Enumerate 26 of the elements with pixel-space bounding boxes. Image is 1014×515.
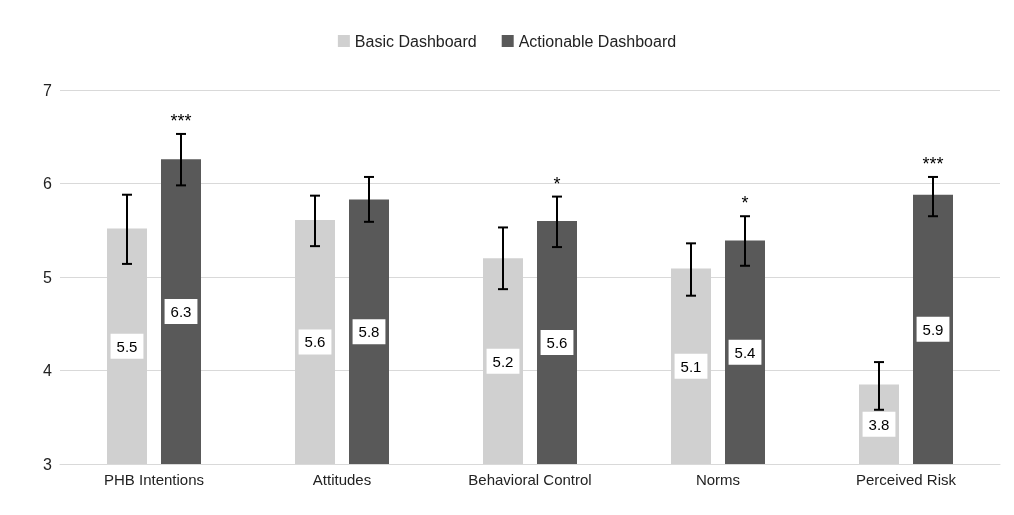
data-label: 5.5 bbox=[116, 337, 138, 355]
y-tick-label: 3 bbox=[43, 455, 53, 473]
data-label: 5.4 bbox=[734, 343, 756, 361]
y-tick-label: 5 bbox=[43, 268, 53, 286]
x-tick-label: PHB Intentions bbox=[103, 471, 205, 488]
data-label: 5.9 bbox=[922, 320, 944, 338]
annotation: * bbox=[553, 173, 561, 194]
data-label: 5.2 bbox=[492, 352, 514, 370]
data-label: 5.6 bbox=[304, 333, 326, 351]
legend-label: Actionable Dashboard bbox=[518, 32, 677, 50]
annotation: *** bbox=[170, 110, 192, 131]
x-tick-label: Behavioral Control bbox=[468, 471, 592, 488]
data-label: 5.8 bbox=[358, 323, 380, 341]
y-tick-label: 6 bbox=[43, 175, 53, 192]
annotation: * bbox=[741, 193, 749, 214]
data-label: 5.1 bbox=[680, 357, 702, 375]
data-label: 5.6 bbox=[546, 333, 568, 351]
legend-label: Basic Dashboard bbox=[354, 32, 477, 50]
y-tick-label: 7 bbox=[43, 81, 53, 99]
annotation: *** bbox=[922, 153, 944, 174]
x-tick-label: Perceived Risk bbox=[855, 471, 957, 488]
x-tick-label: Norms bbox=[695, 471, 741, 488]
data-label: 3.8 bbox=[868, 415, 890, 433]
y-tick-label: 4 bbox=[43, 362, 53, 379]
x-tick-label: Attitudes bbox=[312, 471, 372, 488]
data-label: 6.3 bbox=[170, 303, 192, 321]
